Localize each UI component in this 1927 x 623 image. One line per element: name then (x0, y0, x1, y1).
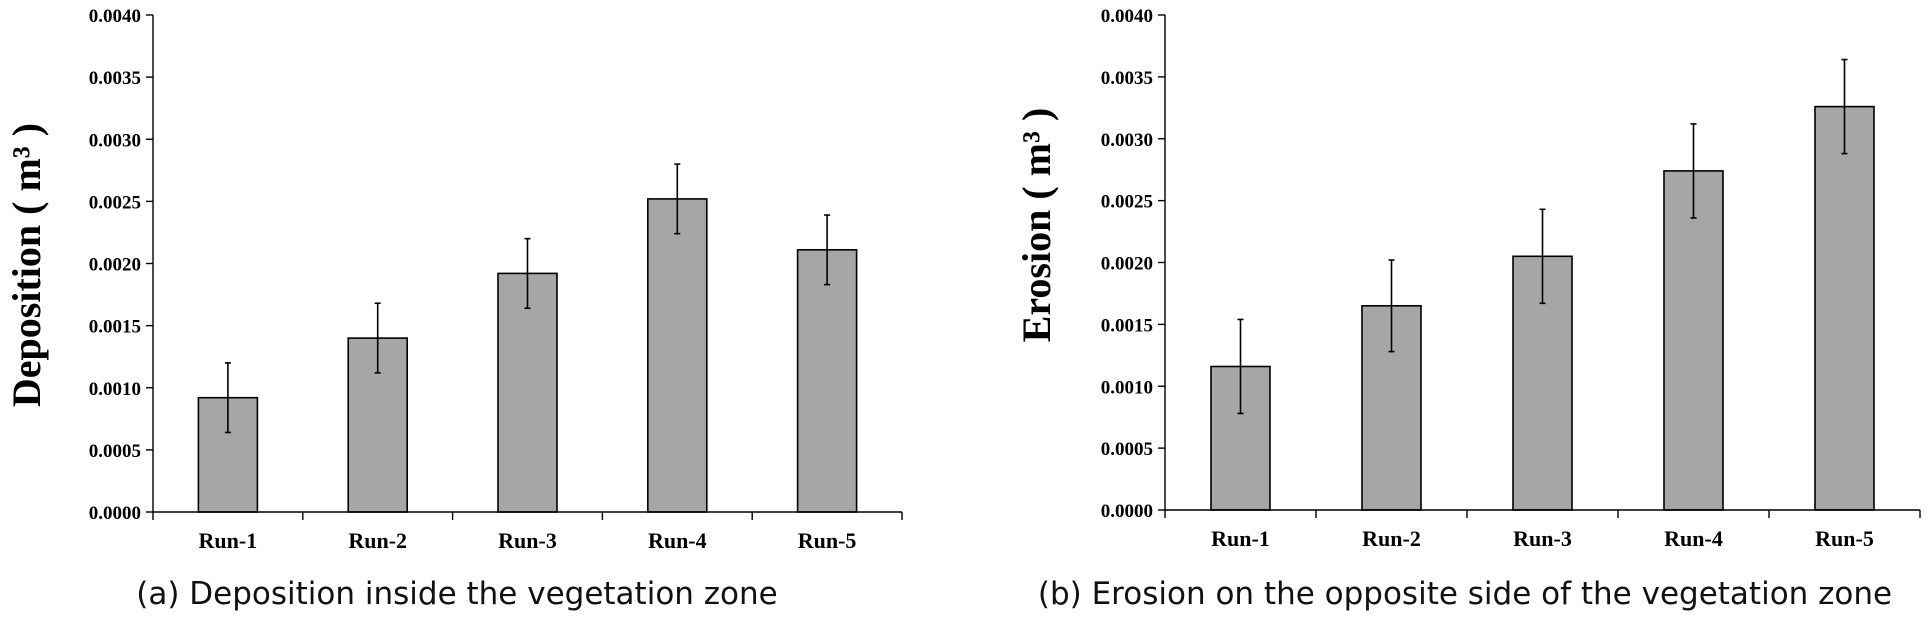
y-tick-label: 0.0005 (1101, 439, 1153, 460)
error-bar-run-2 (374, 302, 381, 374)
error-bar-run-3 (1539, 208, 1546, 305)
x-tick-label: Run-2 (1362, 526, 1421, 551)
chart-panel-b: 0.0000 0.0005 0.0010 0.0015 0.0020 0.0025 0.00… (1014, 6, 1921, 612)
error-bar-run-4 (674, 163, 681, 235)
y-tick-label: 0.0025 (89, 192, 141, 213)
x-tick-label: Run-2 (348, 528, 407, 553)
error-bar-run-2 (1388, 259, 1395, 353)
error-bar-run-3 (524, 237, 531, 310)
x-tick-label: Run-4 (1664, 526, 1723, 551)
chart-panel-a: 0.0000 0.0005 0.0010 0.0015 0.0020 0.0025 0.00… (4, 6, 903, 612)
bar-run-4 (646, 198, 708, 513)
y-tick-label: 0.0030 (89, 130, 141, 151)
y-tick-label: 0.0015 (89, 317, 141, 338)
y-tick-label: 0.0035 (1101, 68, 1153, 89)
error-bar-run-4 (1690, 123, 1697, 219)
bar-run-5 (796, 249, 858, 513)
error-bar-run-5 (1841, 58, 1848, 155)
y-tick-label: 0.0025 (1101, 192, 1153, 213)
y-axis-title: Erosion ( m³ ) (1014, 108, 1059, 343)
x-tick-label: Run-3 (498, 528, 557, 553)
bar-run-5 (1814, 105, 1875, 511)
y-tick-label: 0.0020 (89, 255, 141, 276)
bar-run-3 (497, 272, 558, 513)
error-bar-run-5 (824, 214, 831, 286)
x-tick-label: Run-1 (199, 528, 258, 553)
caption: (b) Erosion on the opposite side of the … (1038, 576, 1892, 612)
y-tick-label: 0.0015 (1101, 315, 1153, 336)
y-tick-label: 0.0035 (89, 68, 141, 89)
y-tick-label: 0.0020 (1101, 254, 1153, 275)
x-tick-label: Run-3 (1513, 526, 1572, 551)
bar-run-4 (1663, 170, 1724, 511)
y-axis-title: Deposition ( m³ ) (4, 123, 49, 407)
y-tick-label: 0.0040 (1101, 6, 1153, 27)
y-tick-label: 0.0005 (89, 441, 141, 462)
x-tick-label: Run-4 (648, 528, 707, 553)
y-tick-label: 0.0030 (1101, 130, 1153, 151)
x-tick-label: Run-5 (798, 528, 857, 553)
y-tick-label: 0.0040 (89, 6, 141, 27)
error-bar-run-1 (1237, 318, 1244, 415)
x-tick-label: Run-5 (1815, 526, 1874, 551)
y-tick-label: 0.0000 (1101, 501, 1153, 522)
y-tick-label: 0.0010 (89, 379, 141, 400)
caption: (a) Deposition inside the vegetation zon… (136, 576, 778, 612)
y-tick-label: 0.0010 (1101, 377, 1153, 398)
y-tick-label: 0.0000 (89, 503, 141, 524)
error-bar-run-1 (224, 362, 231, 434)
x-tick-label: Run-1 (1211, 526, 1270, 551)
